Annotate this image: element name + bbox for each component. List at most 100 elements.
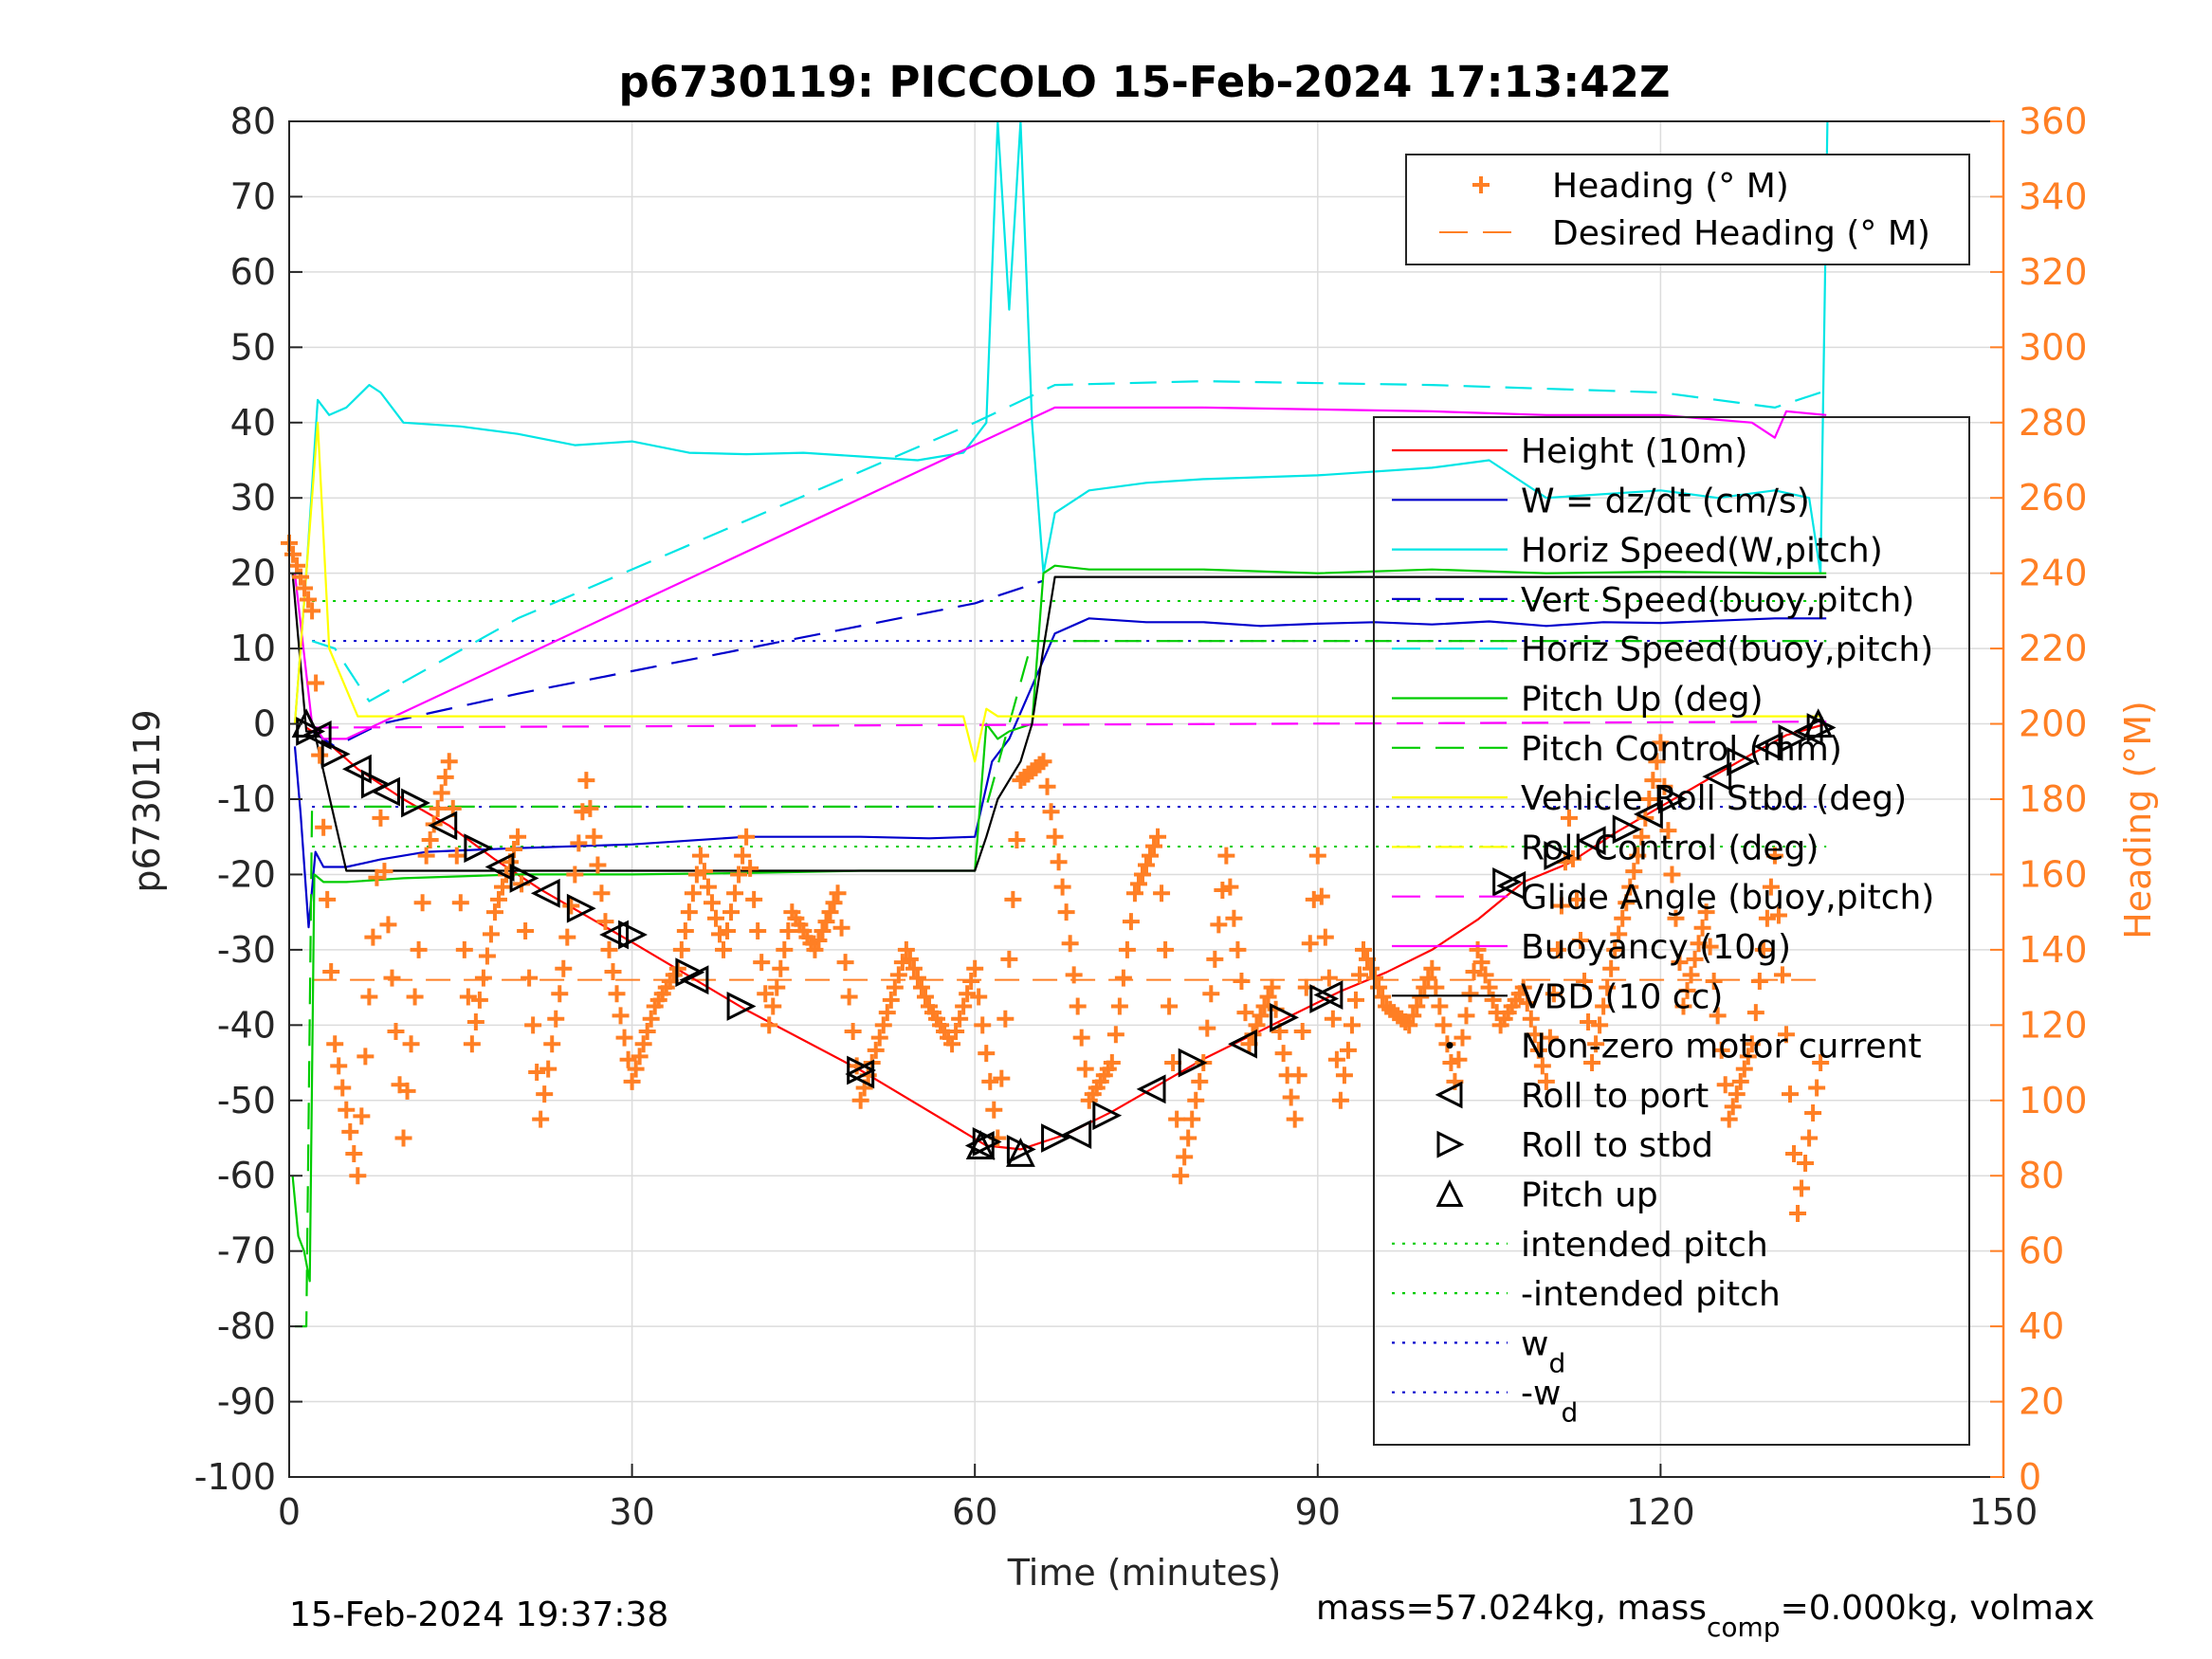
- heading-point: [772, 959, 790, 977]
- heading-point: [1548, 940, 1566, 958]
- legend-label: Desired Heading (° M): [1552, 214, 1930, 253]
- heading-point: [631, 1048, 649, 1066]
- heading-point: [406, 988, 424, 1006]
- heading-point: [1560, 809, 1578, 827]
- heading-point: [1427, 978, 1445, 996]
- heading-point: [1157, 940, 1175, 958]
- y2-axis-label: Heading (°M): [2117, 701, 2159, 939]
- heading-point: [779, 922, 797, 940]
- heading-point: [908, 969, 926, 987]
- legend-label: Roll Control (deg): [1521, 829, 1819, 867]
- heading-point: [1678, 981, 1696, 999]
- heading-point: [768, 978, 786, 996]
- heading-point: [1801, 1129, 1819, 1147]
- heading-point: [745, 890, 763, 908]
- x-tick-label: 150: [1969, 1491, 2038, 1533]
- legend-label: Pitch Up (deg): [1521, 681, 1764, 720]
- legend-label: Roll to port: [1521, 1077, 1709, 1116]
- marker-roll-to-stbd: [847, 1055, 877, 1085]
- heading-point: [1293, 1022, 1311, 1040]
- y2-tick-label: 280: [2019, 402, 2088, 444]
- heading-point: [974, 1016, 992, 1034]
- legend-label: wd: [1521, 1324, 1565, 1378]
- heading-point: [1042, 803, 1060, 821]
- y-axis-label: p6730119: [126, 709, 168, 892]
- heading-point: [1172, 1167, 1190, 1185]
- legend-symbol-roll-to-stbd: [1436, 1130, 1465, 1158]
- heading-point: [1682, 966, 1700, 984]
- main-legend: Height (10m) W = dz/dt (cm/s) Horiz Speed(…: [1373, 416, 1970, 1446]
- heading-point: [1587, 1035, 1605, 1053]
- marker-roll-to-port: [1576, 826, 1606, 856]
- axes: 0 30 60 90 120 15080706050403020100-10-20-30-…: [194, 100, 2088, 1533]
- heading-point: [413, 894, 431, 912]
- heading-point: [1000, 950, 1018, 968]
- series-pitch-up-deg: [291, 564, 1827, 1283]
- heading-point: [432, 784, 450, 802]
- heading-point: [1435, 1016, 1453, 1034]
- heading-point: [1133, 866, 1151, 884]
- marker-roll-to-stbd: [1544, 841, 1574, 871]
- heading-point: [825, 894, 843, 912]
- heading-point: [356, 1048, 375, 1066]
- y-tick-label: 60: [230, 251, 276, 293]
- heading-point: [394, 1129, 412, 1147]
- heading-point: [482, 925, 500, 943]
- marker-roll-to-stbd: [1270, 1002, 1299, 1032]
- heading-point: [966, 959, 984, 977]
- series-glide-angle-buoy-pitch: [312, 720, 1827, 729]
- marker-roll-to-stbd: [1309, 984, 1340, 1013]
- y-tick-label: -90: [217, 1381, 276, 1423]
- heading-point: [353, 1107, 371, 1125]
- heading-point: [612, 1007, 630, 1025]
- legend-label: Buoyancy (10g): [1521, 928, 1791, 967]
- marker-roll-to-port: [530, 878, 560, 908]
- y2-tick-label: 80: [2019, 1155, 2064, 1196]
- heading-point: [330, 1057, 348, 1075]
- heading-point: [1782, 1085, 1799, 1103]
- heading-point: [912, 978, 930, 996]
- heading-point: [1686, 950, 1704, 968]
- marker-roll-to-port: [1228, 1029, 1257, 1059]
- heading-point: [360, 988, 378, 1006]
- series-vbd-10-cc: [291, 573, 1827, 872]
- y-tick-label: 20: [230, 553, 276, 594]
- heading-point: [1663, 866, 1681, 884]
- marker-roll-to-port: [428, 811, 458, 841]
- y-tick-label: -50: [217, 1080, 276, 1121]
- heading-point: [417, 847, 435, 865]
- marker-roll-to-stbd: [360, 769, 391, 799]
- marker-roll-to-port: [679, 965, 709, 995]
- legend-symbol-pitch-up: [1435, 1179, 1464, 1207]
- legend-label-main: Roll to port: [1521, 1077, 1709, 1116]
- heading-point: [836, 954, 854, 972]
- grid-lines: [288, 120, 2004, 1478]
- heading-point: [1614, 909, 1632, 927]
- heading-point: [1179, 1129, 1197, 1147]
- marker-roll-to-stbd: [726, 992, 757, 1021]
- heading-point: [1743, 1035, 1761, 1053]
- heading-point: [874, 1016, 892, 1034]
- heading-point: [951, 1010, 969, 1028]
- heading-point: [1545, 985, 1563, 1003]
- heading-legend-box: [1405, 154, 1970, 265]
- heading-point: [585, 828, 603, 846]
- heading-point: [1640, 791, 1658, 808]
- heading-point: [1606, 940, 1624, 958]
- heading-point: [1797, 1154, 1815, 1172]
- heading-point: [1176, 1148, 1194, 1166]
- heading-point: [1034, 753, 1052, 771]
- legend-label: Glide Angle (buoy,pitch): [1521, 879, 1934, 918]
- heading-point: [1305, 890, 1323, 908]
- heading-point: [1282, 1088, 1300, 1106]
- heading-point: [741, 859, 759, 877]
- legend-label-main: w: [1521, 1324, 1548, 1363]
- heading-point: [466, 1013, 484, 1031]
- heading-point: [372, 809, 390, 827]
- legend-label-main: -w: [1521, 1375, 1561, 1413]
- heading-point: [410, 940, 428, 958]
- y2-tick-label: 0: [2019, 1456, 2041, 1498]
- heading-point: [1312, 887, 1330, 905]
- heading-point: [680, 903, 698, 921]
- heading-point: [1633, 828, 1651, 846]
